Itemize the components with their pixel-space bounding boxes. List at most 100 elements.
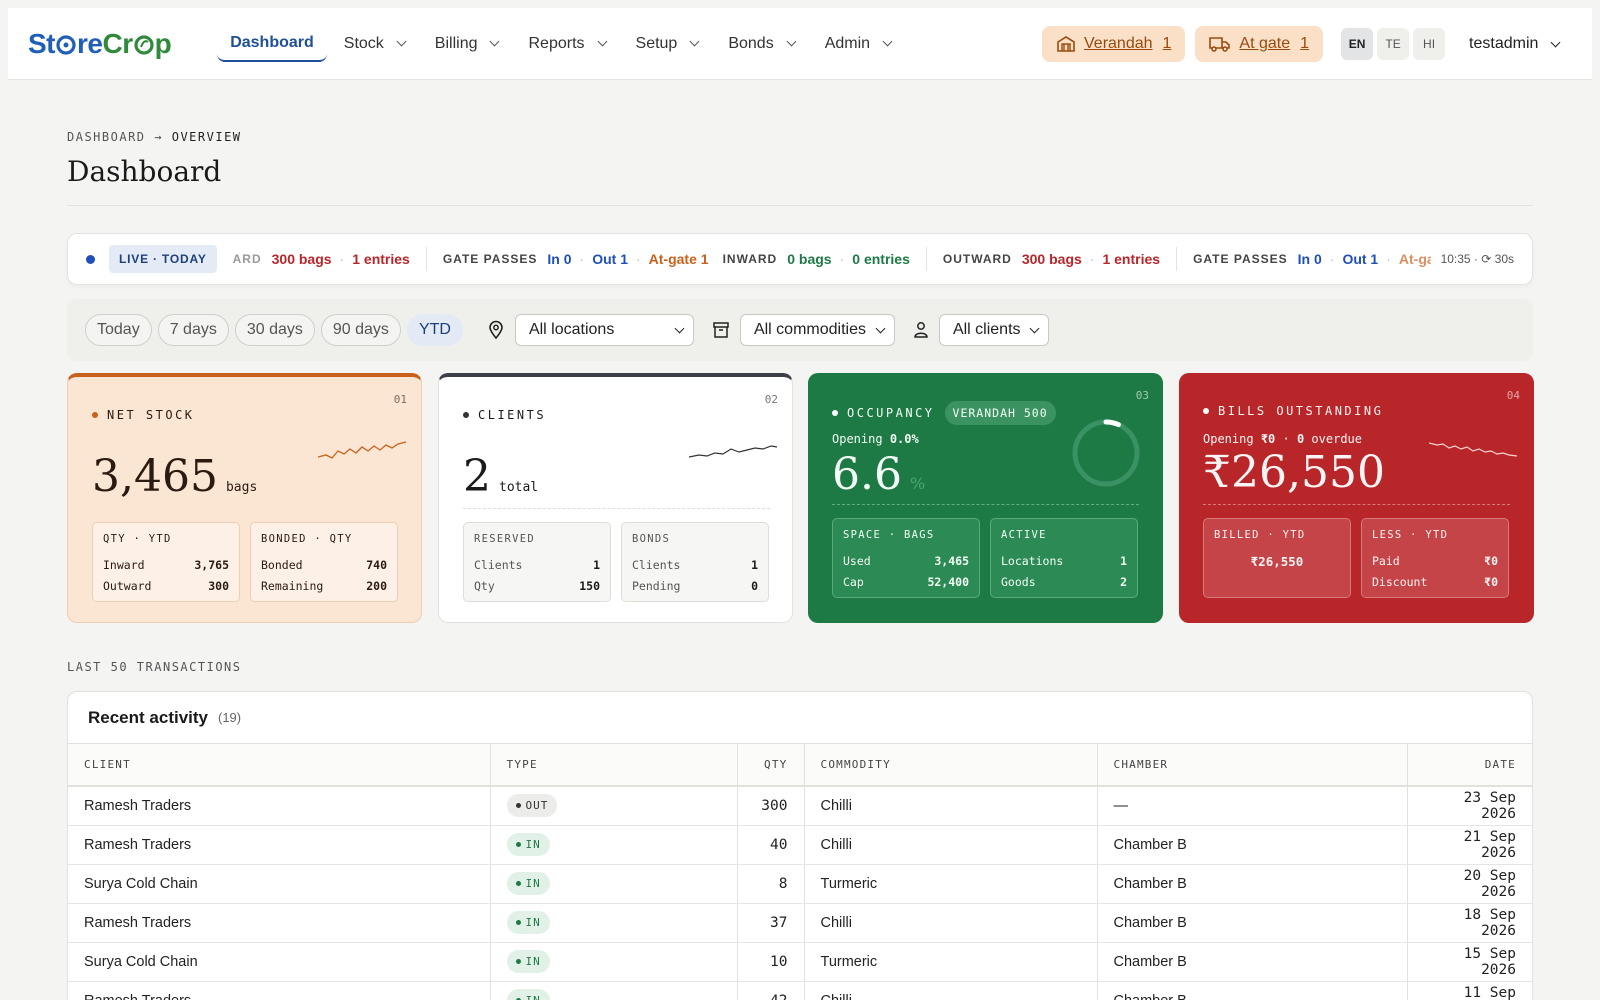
- type-text: IN: [525, 916, 541, 929]
- table-row[interactable]: Ramesh Traders OUT 300 Chilli — 23 Sep 2…: [68, 786, 1532, 826]
- range-90d-chip[interactable]: 90 days: [320, 314, 401, 346]
- storecrop-logo[interactable]: St re Cr p: [28, 27, 172, 60]
- at-gate-pill[interactable]: At gate 1: [1195, 26, 1324, 62]
- cell-qty: 300: [737, 786, 805, 826]
- ticker-value: 0 bags: [787, 251, 832, 267]
- main-nav: Dashboard Stock Billing Reports Setup Bo…: [217, 8, 908, 79]
- nav-stock[interactable]: Stock: [331, 26, 418, 62]
- panel-title: Recent activity: [88, 707, 208, 727]
- table-row[interactable]: Ramesh Traders IN 42 Chilli Chamber B 11…: [68, 981, 1532, 1000]
- column-header-chamber[interactable]: CHAMBER: [1097, 744, 1408, 787]
- billed-ytd-box: BILLED · YTD ₹26,550: [1203, 518, 1351, 598]
- card-label-text: OCCUPANCY: [847, 406, 935, 420]
- logo-text-cr: Cr: [102, 27, 133, 59]
- table-row[interactable]: Surya Cold Chain IN 10 Turmeric Chamber …: [68, 942, 1532, 982]
- cell-chamber: Chamber B: [1097, 942, 1408, 982]
- client-select[interactable]: All clients: [938, 314, 1049, 346]
- ticker-gate-passes: GATE PASSES In 0 · Out 1 · At-gate 1 INW…: [427, 247, 927, 271]
- column-header-qty[interactable]: QTY: [737, 744, 805, 787]
- column-header-type[interactable]: TYPE: [490, 744, 738, 787]
- cell-client: Surya Cold Chain: [68, 942, 491, 982]
- range-7d-chip[interactable]: 7 days: [157, 314, 229, 346]
- nav-admin[interactable]: Admin: [812, 26, 904, 62]
- nav-bonds[interactable]: Bonds: [715, 26, 807, 62]
- lang-te-button[interactable]: TE: [1377, 28, 1410, 60]
- nav-label: Reports: [528, 34, 585, 52]
- box-row: Inward 3,765: [103, 558, 229, 572]
- column-header-client[interactable]: CLIENT: [68, 744, 491, 787]
- logo-o-leaf-icon: [133, 33, 155, 55]
- activity-table: CLIENT TYPE QTY COMMODITY CHAMBER DATE R…: [68, 744, 1532, 1000]
- occupancy-opening: Opening 0.0%: [832, 432, 919, 446]
- cell-date: 23 Sep 2026: [1407, 786, 1532, 826]
- live-ticker: LIVE · TODAY ARD 300 bags · 1 entries GA…: [67, 233, 1533, 285]
- column-header-commodity[interactable]: COMMODITY: [804, 744, 1098, 787]
- clients-card[interactable]: 02 CLIENTS 2 total RESERVED Clients 1 Qty 1…: [438, 373, 793, 623]
- nav-label: Stock: [343, 34, 384, 52]
- column-header-date[interactable]: DATE: [1407, 744, 1532, 787]
- commodity-select[interactable]: All commodities: [739, 314, 895, 346]
- ticker-label: GATE PASSES: [442, 252, 538, 266]
- dot-icon: [515, 842, 521, 847]
- range-today-chip[interactable]: Today: [85, 314, 152, 346]
- nav-reports[interactable]: Reports: [515, 26, 618, 62]
- user-menu[interactable]: testadmin: [1469, 35, 1561, 53]
- ticker-sep: ·: [1386, 251, 1391, 267]
- cell-chamber: Chamber B: [1097, 825, 1408, 865]
- range-ytd-chip[interactable]: YTD: [406, 314, 463, 346]
- net-stock-card[interactable]: 01 NET STOCK 3,465 bags QTY · YTD Inward 3…: [67, 373, 422, 623]
- bills-outstanding-card[interactable]: 04 BILLS OUTSTANDING Opening ₹0 · 0 over…: [1179, 373, 1534, 623]
- divider: [832, 504, 1139, 505]
- cell-client: Ramesh Traders: [68, 981, 491, 1000]
- card-label-text: NET STOCK: [107, 408, 195, 422]
- table-row[interactable]: Ramesh Traders IN 40 Chilli Chamber B 21…: [68, 825, 1532, 865]
- nav-billing[interactable]: Billing: [422, 26, 512, 62]
- box-value: 200: [366, 579, 387, 593]
- at-gate-count: 1: [1300, 35, 1310, 52]
- dot-icon: [515, 920, 521, 925]
- bills-sparkline: [1429, 442, 1518, 457]
- verandah-label: Verandah: [1084, 35, 1153, 52]
- cell-qty: 40: [737, 825, 805, 865]
- box-key: Clients: [474, 558, 523, 572]
- chevron-down-icon: [1029, 323, 1040, 333]
- nav-setup[interactable]: Setup: [623, 26, 712, 62]
- type-text: IN: [525, 838, 541, 851]
- location-select-value: All locations: [528, 321, 615, 338]
- lang-en-button[interactable]: EN: [1341, 28, 1374, 60]
- table-row[interactable]: Ramesh Traders IN 37 Chilli Chamber B 18…: [68, 903, 1532, 943]
- commodity-select-value: All commodities: [753, 321, 866, 338]
- active-box: ACTIVE Locations 1 Goods 2: [990, 518, 1138, 598]
- breadcrumb-arrow-icon: →: [154, 130, 163, 144]
- cell-date: 18 Sep 2026: [1407, 903, 1532, 943]
- box-value: 300: [208, 579, 229, 593]
- cell-commodity: Chilli: [804, 981, 1098, 1000]
- ticker-sep: ·: [839, 251, 845, 267]
- type-text: IN: [526, 994, 541, 1000]
- ticker-refresh-time[interactable]: 10:35 · ⟳ 30s: [1430, 252, 1514, 266]
- ticker-gate-passes-2: GATE PASSES In 0 · Out 1 · At-gate: [1177, 247, 1431, 271]
- box-value: 52,400: [927, 575, 969, 589]
- cell-date: 11 Sep 2026: [1407, 981, 1532, 1000]
- cell-type: OUT: [490, 786, 738, 826]
- box-key: Pending: [632, 579, 681, 593]
- cell-date: 21 Sep 2026: [1407, 825, 1532, 865]
- table-row[interactable]: Surya Cold Chain IN 8 Turmeric Chamber B…: [68, 864, 1532, 904]
- opening-value: 0.0%: [889, 432, 919, 446]
- box-key: Paid: [1372, 554, 1400, 568]
- verandah-pill[interactable]: Verandah 1: [1042, 26, 1186, 62]
- cell-client: Ramesh Traders: [68, 786, 491, 826]
- box-value: 150: [579, 579, 600, 593]
- opening-value: ₹0: [1260, 432, 1276, 446]
- divider: [1203, 504, 1510, 505]
- range-30d-chip[interactable]: 30 days: [234, 314, 315, 346]
- location-select[interactable]: All locations: [514, 314, 694, 346]
- panel-count: (19): [218, 710, 242, 725]
- lang-hi-button[interactable]: HI: [1413, 28, 1446, 60]
- breadcrumb-root[interactable]: DASHBOARD: [67, 130, 146, 144]
- location-pin-icon: [487, 320, 505, 340]
- occupancy-card[interactable]: 03 OCCUPANCY VERANDAH 500 Opening 0.0% 6.…: [808, 373, 1163, 623]
- divider: [67, 205, 1533, 206]
- clients-number: 2: [463, 451, 491, 502]
- nav-dashboard[interactable]: Dashboard: [217, 26, 327, 62]
